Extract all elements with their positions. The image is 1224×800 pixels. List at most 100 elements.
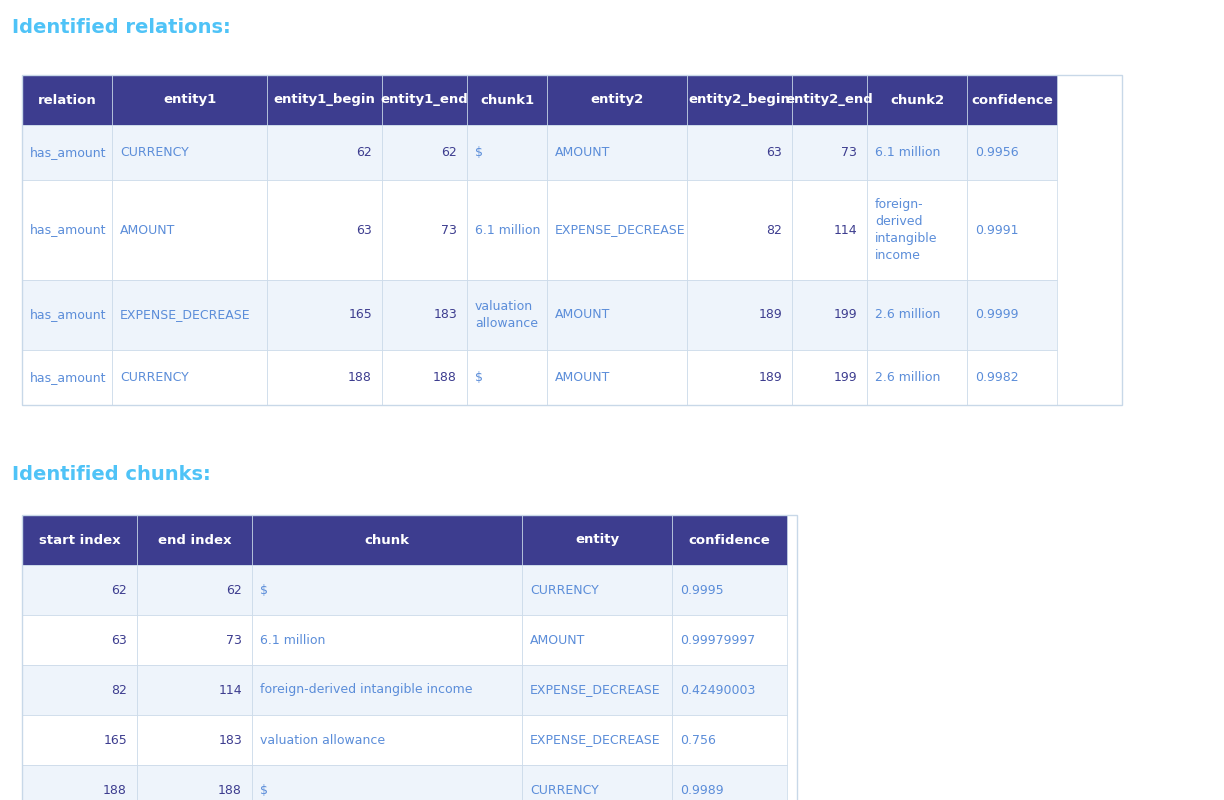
Bar bbox=[252, 665, 521, 715]
Bar bbox=[547, 280, 687, 350]
Text: AMOUNT: AMOUNT bbox=[554, 309, 611, 322]
Bar bbox=[687, 125, 792, 180]
Bar bbox=[22, 180, 113, 280]
Bar bbox=[547, 125, 687, 180]
Text: entity1: entity1 bbox=[163, 94, 217, 106]
Text: EXPENSE_DECREASE: EXPENSE_DECREASE bbox=[120, 309, 251, 322]
Text: 6.1 million: 6.1 million bbox=[259, 634, 326, 646]
Text: 188: 188 bbox=[103, 783, 127, 797]
Bar bbox=[252, 715, 521, 765]
Bar bbox=[687, 180, 792, 280]
Bar bbox=[672, 515, 787, 565]
Text: 183: 183 bbox=[218, 734, 242, 746]
Text: 0.9999: 0.9999 bbox=[976, 309, 1018, 322]
Text: chunk: chunk bbox=[365, 534, 410, 546]
Bar bbox=[267, 280, 382, 350]
Bar bbox=[521, 665, 672, 715]
Bar bbox=[967, 280, 1058, 350]
Text: entity: entity bbox=[575, 534, 619, 546]
Bar bbox=[867, 350, 967, 405]
Text: EXPENSE_DECREASE: EXPENSE_DECREASE bbox=[530, 683, 661, 697]
Bar bbox=[672, 665, 787, 715]
Text: 73: 73 bbox=[441, 223, 457, 237]
Text: 62: 62 bbox=[356, 146, 372, 159]
Text: AMOUNT: AMOUNT bbox=[530, 634, 585, 646]
Text: chunk1: chunk1 bbox=[480, 94, 534, 106]
Bar bbox=[547, 75, 687, 125]
Text: $: $ bbox=[259, 583, 268, 597]
Text: 73: 73 bbox=[841, 146, 857, 159]
Text: relation: relation bbox=[38, 94, 97, 106]
Bar bbox=[113, 180, 267, 280]
Bar bbox=[792, 125, 867, 180]
Text: has_amount: has_amount bbox=[31, 146, 106, 159]
Bar bbox=[22, 75, 1122, 405]
Text: 114: 114 bbox=[834, 223, 857, 237]
Text: 0.42490003: 0.42490003 bbox=[681, 683, 755, 697]
Bar bbox=[867, 280, 967, 350]
Bar bbox=[252, 515, 521, 565]
Bar bbox=[22, 515, 797, 800]
Text: 188: 188 bbox=[433, 371, 457, 384]
Text: 165: 165 bbox=[103, 734, 127, 746]
Bar bbox=[267, 75, 382, 125]
Text: 0.9991: 0.9991 bbox=[976, 223, 1018, 237]
Text: 0.9989: 0.9989 bbox=[681, 783, 723, 797]
Text: 0.9982: 0.9982 bbox=[976, 371, 1018, 384]
Text: Identified relations:: Identified relations: bbox=[12, 18, 231, 37]
Text: entity2_end: entity2_end bbox=[786, 94, 874, 106]
Text: 62: 62 bbox=[441, 146, 457, 159]
Text: 0.9995: 0.9995 bbox=[681, 583, 723, 597]
Text: CURRENCY: CURRENCY bbox=[530, 783, 599, 797]
Bar bbox=[867, 180, 967, 280]
Text: entity1_begin: entity1_begin bbox=[273, 94, 376, 106]
Bar bbox=[22, 615, 137, 665]
Bar bbox=[468, 350, 547, 405]
Text: start index: start index bbox=[39, 534, 120, 546]
Text: 189: 189 bbox=[758, 309, 782, 322]
Text: AMOUNT: AMOUNT bbox=[554, 371, 611, 384]
Bar bbox=[137, 765, 252, 800]
Text: Identified chunks:: Identified chunks: bbox=[12, 465, 211, 484]
Text: valuation allowance: valuation allowance bbox=[259, 734, 386, 746]
Bar bbox=[967, 180, 1058, 280]
Text: 6.1 million: 6.1 million bbox=[475, 223, 540, 237]
Bar bbox=[687, 75, 792, 125]
Bar bbox=[792, 180, 867, 280]
Text: 0.99979997: 0.99979997 bbox=[681, 634, 755, 646]
Bar bbox=[113, 75, 267, 125]
Text: end index: end index bbox=[158, 534, 231, 546]
Bar bbox=[382, 350, 468, 405]
Bar bbox=[22, 350, 113, 405]
Bar bbox=[137, 665, 252, 715]
Bar bbox=[113, 350, 267, 405]
Bar bbox=[967, 75, 1058, 125]
Bar bbox=[382, 280, 468, 350]
Text: entity2: entity2 bbox=[590, 94, 644, 106]
Text: 2.6 million: 2.6 million bbox=[875, 309, 940, 322]
Text: 165: 165 bbox=[349, 309, 372, 322]
Bar bbox=[22, 765, 137, 800]
Bar bbox=[792, 280, 867, 350]
Bar bbox=[382, 180, 468, 280]
Bar bbox=[672, 765, 787, 800]
Text: foreign-derived intangible income: foreign-derived intangible income bbox=[259, 683, 472, 697]
Bar bbox=[867, 125, 967, 180]
Text: 188: 188 bbox=[218, 783, 242, 797]
Text: 0.9956: 0.9956 bbox=[976, 146, 1018, 159]
Text: valuation
allowance: valuation allowance bbox=[475, 300, 539, 330]
Bar bbox=[468, 280, 547, 350]
Text: has_amount: has_amount bbox=[31, 223, 106, 237]
Bar bbox=[521, 765, 672, 800]
Bar bbox=[137, 715, 252, 765]
Text: 199: 199 bbox=[834, 371, 857, 384]
Bar bbox=[113, 125, 267, 180]
Text: EXPENSE_DECREASE: EXPENSE_DECREASE bbox=[554, 223, 685, 237]
Text: CURRENCY: CURRENCY bbox=[120, 371, 188, 384]
Text: $: $ bbox=[259, 783, 268, 797]
Bar bbox=[252, 765, 521, 800]
Text: entity1_end: entity1_end bbox=[381, 94, 469, 106]
Text: 199: 199 bbox=[834, 309, 857, 322]
Bar bbox=[252, 565, 521, 615]
Text: 0.756: 0.756 bbox=[681, 734, 716, 746]
